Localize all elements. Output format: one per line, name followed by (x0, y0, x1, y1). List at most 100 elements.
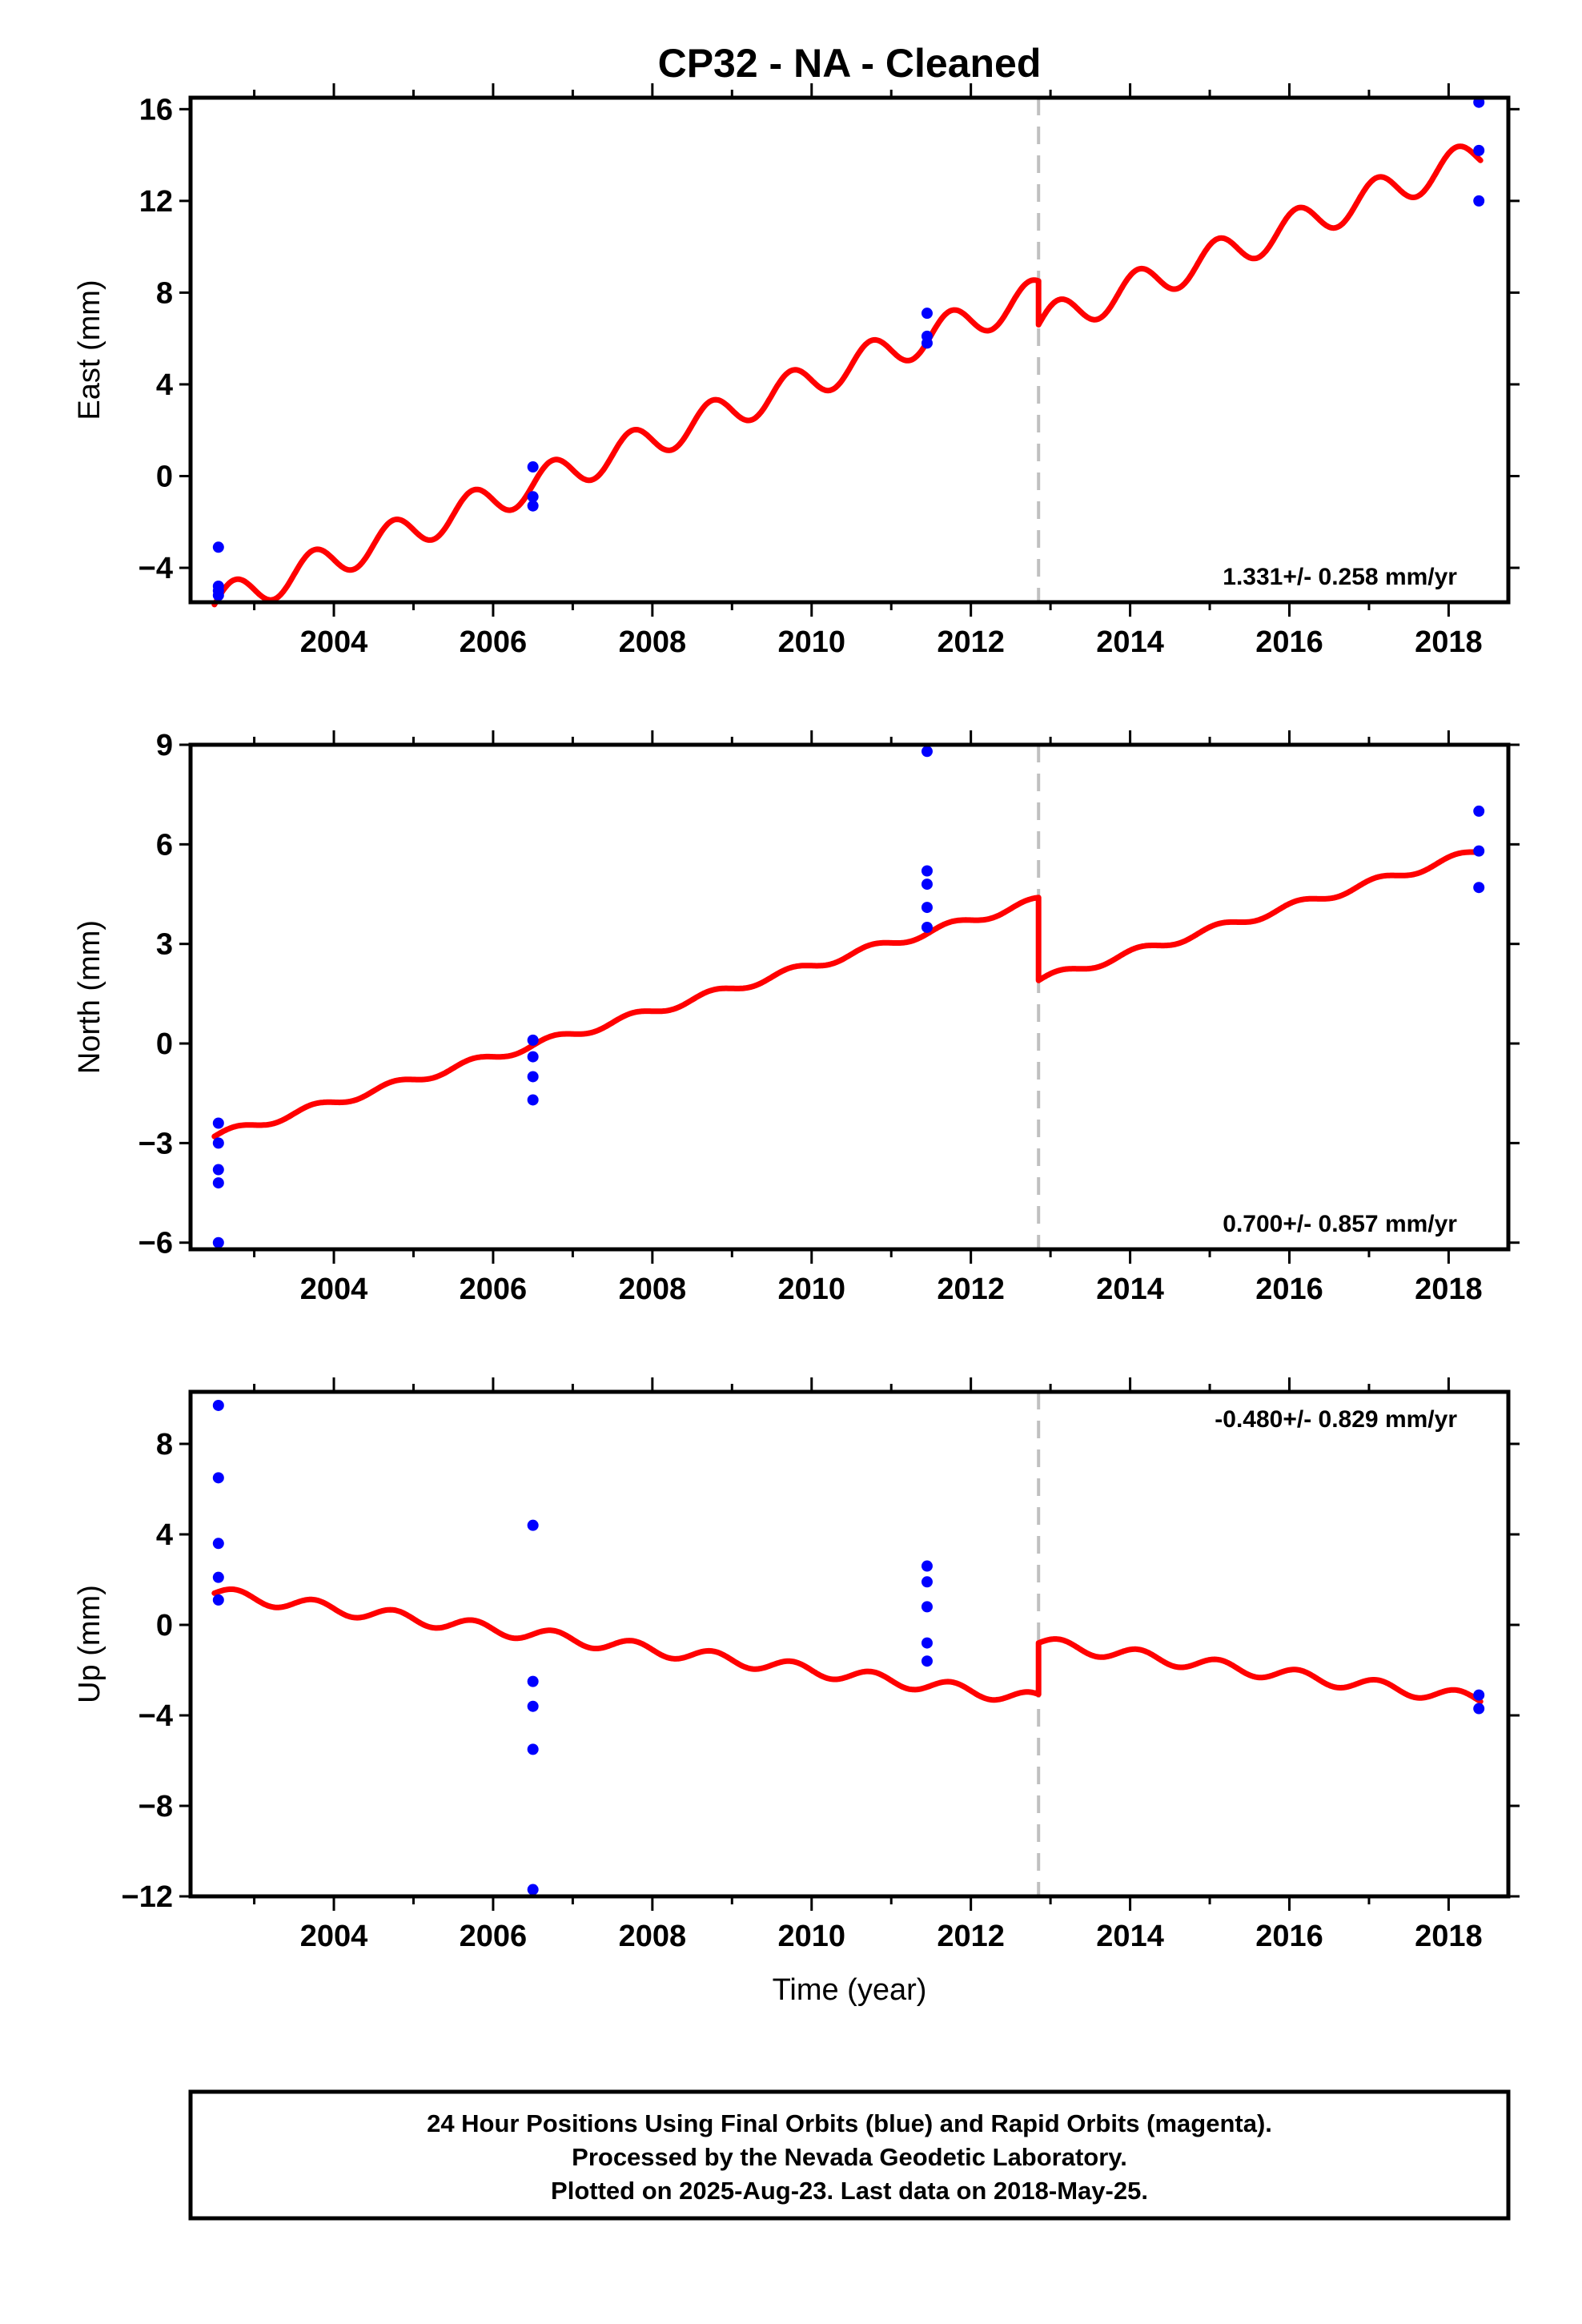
footer-line-1: 24 Hour Positions Using Final Orbits (bl… (427, 2109, 1272, 2137)
footer-border (188, 2089, 1511, 2221)
data-point (921, 308, 933, 320)
velocity-label: 0.700+/- 0.857 mm/yr (1223, 1211, 1457, 1237)
model-curve (211, 1586, 1484, 1705)
data-point (527, 1884, 539, 1896)
y-tick-label: 0 (156, 1609, 173, 1642)
data-point (212, 1538, 224, 1550)
x-tick-label: 2004 (300, 1273, 368, 1306)
y-tick-label: −6 (139, 1227, 173, 1261)
x-tick-label: 2014 (1096, 625, 1164, 659)
north-panel: −6 −3 0 3 6 9 2004 2006 2008 2010 2012 2014 2016 2018… (73, 729, 1520, 1306)
y-tick-label: 3 (156, 928, 173, 962)
data-point (921, 1560, 933, 1572)
data-point (212, 1137, 224, 1149)
data-point (921, 1637, 933, 1649)
x-tick-label: 2010 (777, 1273, 845, 1306)
x-tick-label: 2018 (1415, 1920, 1483, 1953)
x-tick-label: 2008 (619, 1920, 687, 1953)
data-point (1473, 1703, 1485, 1715)
y-axis-label: North (mm) (73, 920, 106, 1074)
x-tick-label: 2016 (1255, 625, 1323, 659)
data-point (212, 541, 224, 553)
data-point (212, 1399, 224, 1411)
y-tick-label: 0 (156, 460, 173, 494)
y-tick-label: −3 (139, 1127, 173, 1160)
x-tick-label: 2018 (1415, 1273, 1483, 1306)
plot-frame (188, 95, 1511, 605)
data-point (921, 746, 933, 758)
figure-title: CP32 - NA - Cleaned (658, 41, 1042, 86)
data-point (1473, 1689, 1485, 1701)
data-point (921, 902, 933, 914)
data-point (527, 491, 539, 503)
plot-frame (188, 742, 1511, 1252)
data-point (527, 1743, 539, 1755)
data-point (212, 589, 224, 601)
x-tick-label: 2010 (777, 1920, 845, 1953)
y-tick-label: −12 (122, 1880, 173, 1914)
x-tick-label: 2012 (937, 1920, 1005, 1953)
y-tick-label: 8 (156, 276, 173, 310)
data-point (212, 1117, 224, 1129)
x-tick-label: 2004 (300, 1920, 368, 1953)
data-point (212, 1594, 224, 1606)
data-point (212, 1571, 224, 1583)
x-tick-label: 2018 (1415, 625, 1483, 659)
x-tick-label: 2008 (619, 1273, 687, 1306)
data-point (527, 500, 539, 512)
footer-box: 24 Hour Positions Using Final Orbits (bl… (188, 2089, 1511, 2221)
velocity-label: -0.480+/- 0.829 mm/yr (1215, 1406, 1457, 1433)
model-curve (211, 143, 1484, 608)
data-point (1473, 882, 1485, 894)
x-tick-label: 2006 (460, 1273, 528, 1306)
data-point (921, 1655, 933, 1667)
x-tick-label: 2006 (460, 625, 528, 659)
x-tick-label: 2012 (937, 1273, 1005, 1306)
y-tick-label: 6 (156, 828, 173, 862)
y-tick-label: 9 (156, 729, 173, 762)
data-point (212, 1177, 224, 1189)
data-point (1473, 144, 1485, 156)
x-axis-label: Time (year) (773, 1973, 927, 2007)
data-point (527, 1094, 539, 1106)
y-tick-label: 16 (139, 93, 173, 127)
footer-line-3: Plotted on 2025-Aug-23. Last data on 201… (551, 2177, 1148, 2205)
model-curve (211, 849, 1484, 1140)
y-tick-label: −8 (139, 1790, 173, 1823)
footer-line-2: Processed by the Nevada Geodetic Laborat… (572, 2143, 1127, 2171)
data-point (212, 1164, 224, 1176)
data-point (921, 879, 933, 891)
data-point (921, 1576, 933, 1588)
x-tick-label: 2004 (300, 625, 368, 659)
data-point (921, 865, 933, 877)
data-point (1473, 845, 1485, 857)
x-tick-label: 2016 (1255, 1273, 1323, 1306)
y-tick-label: 8 (156, 1428, 173, 1462)
up-panel: −12 −8 −4 0 4 8 2004 2006 2008 2010 2012 2014 2016 20… (73, 1377, 1520, 1953)
data-point (527, 1071, 539, 1083)
data-point (921, 337, 933, 349)
plot-frame (188, 1389, 1511, 1899)
x-tick-label: 2006 (460, 1920, 528, 1953)
y-tick-label: 0 (156, 1027, 173, 1061)
data-point (527, 1051, 539, 1063)
data-point (1473, 805, 1485, 817)
data-point (212, 1236, 224, 1248)
y-tick-label: 4 (156, 1518, 173, 1552)
data-point (527, 1034, 539, 1046)
data-point (527, 1675, 539, 1687)
y-axis-label: East (mm) (73, 279, 106, 420)
x-tick-label: 2010 (777, 625, 845, 659)
x-tick-label: 2014 (1096, 1920, 1164, 1953)
y-tick-label: 4 (156, 368, 173, 402)
y-tick-label: 12 (139, 185, 173, 219)
data-point (527, 461, 539, 473)
data-point (527, 1700, 539, 1712)
velocity-label: 1.331+/- 0.258 mm/yr (1223, 564, 1457, 590)
y-tick-label: −4 (139, 552, 173, 585)
y-axis-label: Up (mm) (73, 1585, 106, 1703)
x-tick-label: 2008 (619, 625, 687, 659)
x-tick-label: 2016 (1255, 1920, 1323, 1953)
